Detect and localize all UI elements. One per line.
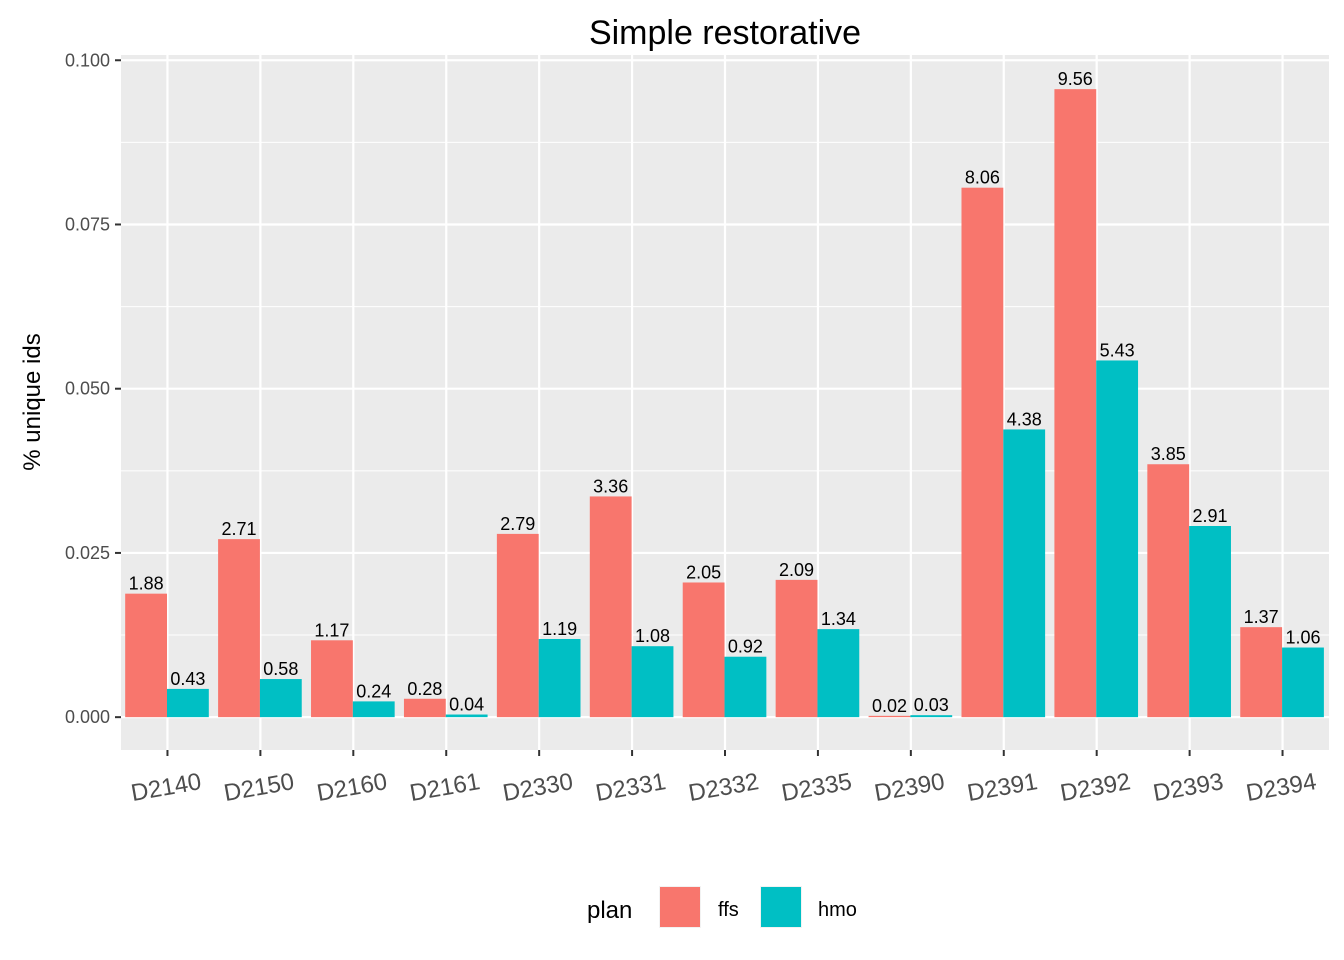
bar-value-label: 0.24 xyxy=(356,681,391,701)
bar-value-label: 2.79 xyxy=(500,514,535,534)
legend: plan ffs hmo xyxy=(587,886,857,928)
bar-ffs xyxy=(775,579,818,718)
bar-value-label: 1.19 xyxy=(542,619,577,639)
x-tick-label: D2330 xyxy=(501,768,575,807)
bar-value-label: 2.09 xyxy=(779,560,814,580)
bar-value-label: 9.56 xyxy=(1058,69,1093,89)
x-tick-label: D2390 xyxy=(872,768,946,807)
x-tick-label: D2160 xyxy=(315,768,389,807)
chart-title: Simple restorative xyxy=(589,14,861,52)
x-tick-label: D2161 xyxy=(408,768,482,807)
bar-hmo xyxy=(910,715,953,718)
x-axis: D2140 D2150 D2160 D2161 D2330 D2331 D2332 D2335… xyxy=(129,750,1318,807)
bar-hmo xyxy=(1189,525,1231,718)
bar-hmo xyxy=(1096,360,1139,718)
bar-ffs xyxy=(589,496,632,718)
bar-hmo xyxy=(538,638,581,718)
bar-value-label: 0.43 xyxy=(170,669,205,689)
y-tick-label: 0.100 xyxy=(65,50,110,70)
bar-ffs xyxy=(1054,89,1097,718)
y-tick-label: 0.025 xyxy=(65,543,110,563)
x-tick-label: D2392 xyxy=(1058,768,1132,807)
bar-value-label: 1.88 xyxy=(129,574,164,594)
bar-value-label: 1.08 xyxy=(635,626,670,646)
bar-value-label: 8.06 xyxy=(965,168,1000,188)
bar-hmo xyxy=(166,688,209,718)
bar-value-label: 5.43 xyxy=(1100,340,1135,360)
x-tick-label: D2331 xyxy=(594,768,668,807)
bar-value-label: 3.85 xyxy=(1151,444,1186,464)
bar-ffs xyxy=(1147,464,1190,718)
bar-hmo xyxy=(259,679,302,718)
x-tick-label: D2332 xyxy=(687,768,761,807)
bar-hmo xyxy=(352,701,395,718)
bar-value-label: 0.92 xyxy=(728,637,763,657)
bar-value-label: 0.02 xyxy=(872,696,907,716)
bar-hmo xyxy=(1003,429,1046,718)
x-tick-label: D2393 xyxy=(1151,768,1225,807)
bar-ffs xyxy=(218,539,260,718)
bar-ffs xyxy=(961,187,1004,718)
bar-ffs xyxy=(311,640,353,718)
bar-ffs xyxy=(125,593,167,718)
bar-ffs xyxy=(403,698,446,718)
x-tick-label: D2394 xyxy=(1244,768,1318,807)
x-tick-label: D2150 xyxy=(222,768,296,807)
bar-hmo xyxy=(1282,647,1324,718)
legend-key-hmo xyxy=(761,887,801,927)
x-tick-label: D2335 xyxy=(779,768,853,807)
x-tick-label: D2140 xyxy=(129,768,203,807)
y-tick-label: 0.050 xyxy=(65,379,110,399)
bar-hmo xyxy=(445,714,488,718)
bar-value-label: 3.36 xyxy=(593,476,628,496)
y-axis-title: % unique ids xyxy=(19,333,46,470)
bar-value-label: 2.91 xyxy=(1193,506,1228,526)
legend-title: plan xyxy=(587,897,632,924)
bar-value-label: 0.28 xyxy=(407,679,442,699)
bar-ffs xyxy=(682,582,725,718)
bar-value-label: 2.05 xyxy=(686,562,721,582)
legend-label-ffs: ffs xyxy=(718,899,739,921)
bar-hmo xyxy=(631,646,674,718)
bar-value-label: 0.03 xyxy=(914,695,949,715)
bar-value-label: 1.34 xyxy=(821,609,856,629)
bar-ffs xyxy=(868,715,911,718)
bar-value-label: 2.71 xyxy=(221,519,256,539)
bar-ffs xyxy=(1240,627,1283,718)
bar-value-label: 1.37 xyxy=(1244,607,1279,627)
bar-value-label: 0.58 xyxy=(263,659,298,679)
y-tick-label: 0.000 xyxy=(65,707,110,727)
bar-ffs xyxy=(496,533,539,718)
y-axis: 0.000 0.025 0.050 0.075 0.100 xyxy=(65,50,121,727)
bar-value-label: 1.17 xyxy=(314,620,349,640)
bar-value-label: 1.06 xyxy=(1285,628,1320,648)
y-tick-label: 0.075 xyxy=(65,214,110,234)
bar-labels: 1.88 2.71 1.17 0.28 2.79 3.36 2.05 2.09 0.02 8.06… xyxy=(129,69,1321,716)
bars xyxy=(125,89,1324,718)
legend-label-hmo: hmo xyxy=(818,899,857,921)
bar-hmo xyxy=(724,656,767,718)
x-tick-label: D2391 xyxy=(965,768,1039,807)
bar-value-label: 0.04 xyxy=(449,695,484,715)
bar-value-label: 4.38 xyxy=(1007,409,1042,429)
bar-hmo xyxy=(817,629,860,718)
legend-key-ffs xyxy=(660,887,700,927)
